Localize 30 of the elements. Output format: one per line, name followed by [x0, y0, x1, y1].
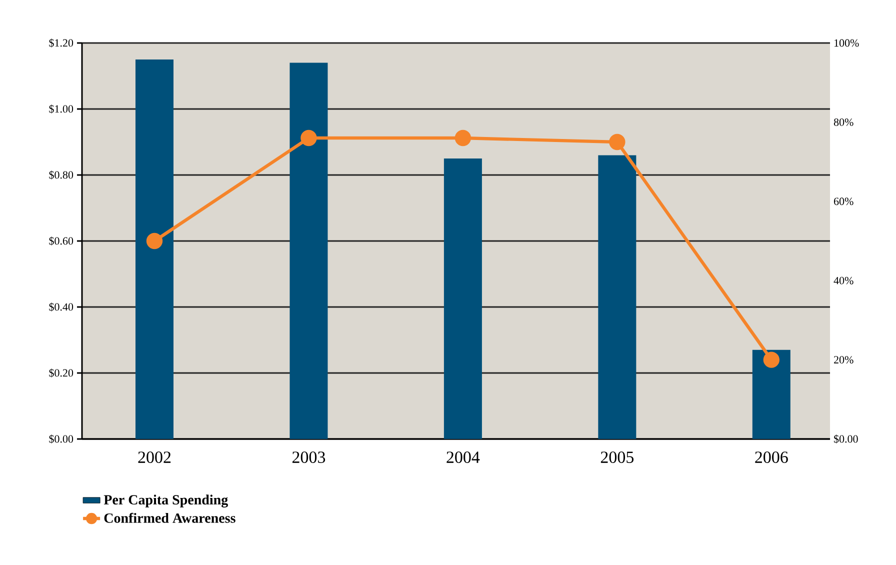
bar	[290, 62, 328, 439]
y-tick-label: $1.20	[49, 38, 74, 48]
legend-label: Per Capita Spending	[104, 494, 228, 508]
bar	[752, 350, 790, 439]
y-tick-label: $1.00	[49, 104, 74, 114]
y-tick-label: $0.00	[49, 434, 74, 444]
y2-tick-label: 100%	[834, 39, 859, 47]
y2-tick-label: 80%	[834, 118, 854, 126]
y2-tick-label: $0.00	[834, 434, 858, 444]
y-tick-label: $0.60	[49, 236, 74, 246]
y2-tick-label: 40%	[834, 276, 854, 284]
y-tick-label: $0.40	[49, 302, 74, 312]
legend-label: Confirmed Awareness	[104, 512, 236, 523]
x-tick-label: 2003	[292, 452, 326, 463]
y-tick-label: $0.20	[49, 368, 74, 378]
point	[609, 134, 626, 150]
x-tick-label: 2004	[446, 452, 480, 463]
point	[146, 232, 163, 250]
y2-tick-label: 60%	[834, 198, 854, 206]
y-tick-label: $0.80	[49, 170, 74, 180]
point	[454, 130, 472, 146]
bar	[135, 59, 174, 439]
x-tick-label: 2006	[755, 452, 788, 463]
bar	[444, 158, 482, 439]
point	[300, 130, 317, 146]
x-tick-label: 2005	[600, 452, 634, 463]
x-tick-label: 2002	[138, 452, 171, 463]
point	[763, 352, 780, 368]
y2-tick-label: 20%	[834, 356, 854, 364]
bar	[598, 155, 636, 439]
